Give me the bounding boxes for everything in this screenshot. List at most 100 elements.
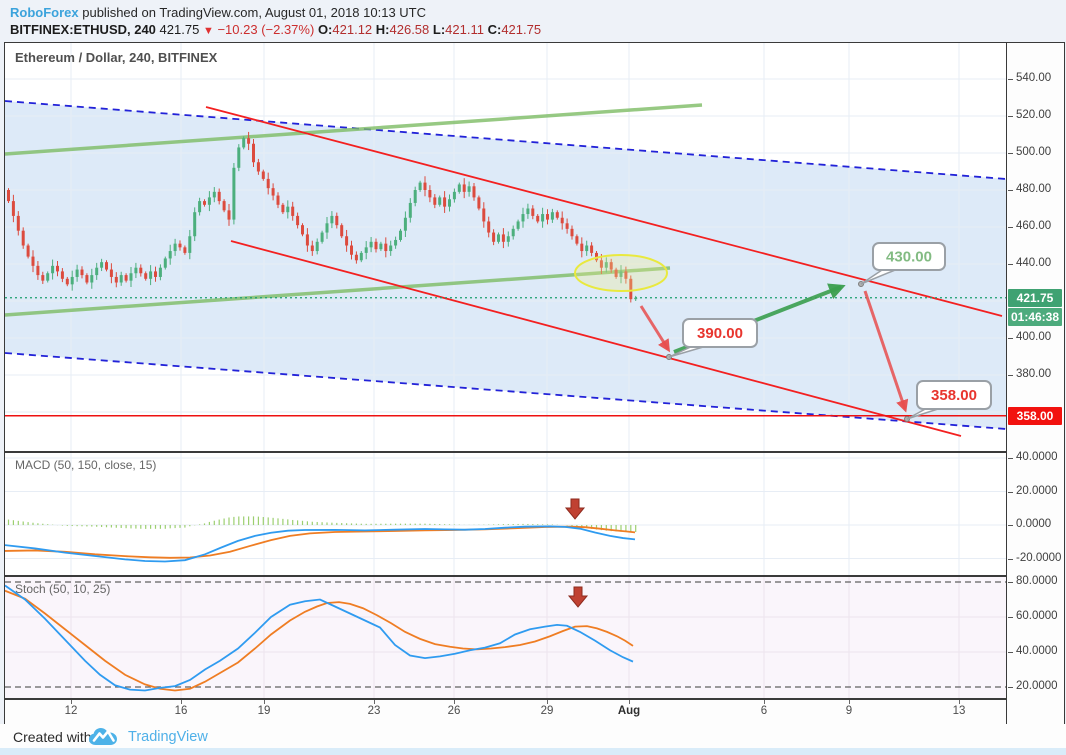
candle-body	[134, 267, 138, 274]
price-axis[interactable]: 540.00 520.00 500.00 480.00 460.00 440.00 400.…	[1007, 43, 1064, 725]
red-bottom	[230, 240, 962, 437]
candle-body	[100, 262, 104, 268]
candle-body	[428, 190, 432, 198]
candle-body	[546, 214, 549, 220]
time-tick	[547, 700, 548, 704]
pane-separator[interactable]	[5, 451, 1064, 453]
candle-body	[624, 271, 628, 279]
high-value: 426.58	[389, 22, 430, 37]
candle-body	[462, 184, 466, 192]
price-callout: 430.00	[860, 242, 946, 285]
candle-body	[315, 241, 319, 252]
candle-body	[56, 265, 59, 272]
candle-body	[457, 184, 461, 192]
candle-body	[384, 243, 388, 252]
candle-body	[163, 258, 167, 268]
candle-body	[438, 197, 442, 205]
candle-body	[516, 221, 520, 229]
price-change: −10.23 (−2.37%)	[217, 22, 315, 37]
candle-body	[281, 204, 285, 213]
pane-separator[interactable]	[5, 575, 1064, 577]
low-value: 421.11	[445, 22, 484, 37]
price-tick-label: 480.00	[1016, 183, 1052, 195]
price-pane[interactable]: Ethereum / Dollar, 240, BITFINEX 390.00 4…	[5, 43, 1006, 451]
candle-body	[394, 239, 398, 246]
stoch-pane[interactable]: Stoch (50, 10, 25)	[5, 577, 1006, 698]
svg-text:358.00: 358.00	[931, 387, 977, 404]
candle-body	[193, 212, 197, 237]
price-chart-canvas[interactable]: 390.00 430.00 358.00	[5, 43, 1006, 451]
candle-body	[217, 191, 221, 202]
candle-body	[158, 267, 162, 277]
candle-body	[389, 245, 393, 252]
candle-body	[482, 208, 486, 222]
axis-tick	[1008, 582, 1013, 583]
bar-countdown-label[interactable]: 01:46:38	[1008, 307, 1062, 326]
footer: Created with TradingView	[0, 724, 1066, 748]
candle-body	[51, 265, 55, 274]
price-tick-label: 520.00	[1016, 109, 1052, 121]
candle-body	[492, 232, 496, 242]
candle-body	[232, 167, 236, 220]
candle-body	[70, 276, 74, 285]
stoch-tick-label: 80.0000	[1016, 575, 1058, 587]
candle-body	[330, 215, 334, 224]
macd-pane[interactable]: MACD (50, 150, close, 15)	[5, 453, 1006, 575]
stoch-canvas[interactable]	[5, 577, 1006, 698]
candle-body	[16, 215, 20, 231]
macd-tick-label: 40.0000	[1016, 451, 1058, 463]
candle-body	[555, 212, 559, 218]
axis-tick	[1008, 375, 1013, 376]
chart-title: Ethereum / Dollar, 240, BITFINEX	[15, 50, 218, 65]
last-price-label[interactable]: 421.75	[1008, 288, 1062, 307]
candle-body	[531, 208, 535, 216]
candle-body	[614, 269, 618, 277]
price-tick-label: 400.00	[1016, 331, 1052, 343]
time-tick	[454, 700, 455, 704]
candle-body	[501, 234, 505, 242]
candle-body	[183, 247, 187, 253]
price-tick-label: 540.00	[1016, 72, 1052, 84]
alert-level-label[interactable]: 358.00	[1008, 406, 1062, 425]
candle-body	[129, 273, 133, 281]
candle-body	[109, 269, 113, 277]
candle-body	[497, 234, 500, 242]
down-arrow-marker	[567, 586, 589, 608]
candle-body	[60, 271, 64, 279]
axis-tick	[1008, 617, 1013, 618]
candle-body	[41, 275, 45, 281]
candle-body	[21, 230, 25, 246]
candle-body	[511, 228, 515, 237]
axis-tick	[1008, 687, 1013, 688]
candle-body	[433, 197, 437, 205]
candle-body	[271, 188, 275, 196]
high-label: H:	[375, 22, 390, 37]
candle-body	[565, 223, 569, 229]
stoch-d-line	[5, 589, 634, 692]
candle-body	[178, 243, 182, 248]
candle-body	[305, 234, 309, 246]
candle-body	[423, 182, 427, 190]
candle-body	[374, 241, 378, 250]
candle-body	[242, 138, 246, 148]
macd-canvas[interactable]	[5, 453, 1006, 575]
publisher-brand: RoboForex	[10, 5, 79, 20]
axis-tick	[1008, 558, 1013, 560]
time-axis[interactable]: 12 16 19 23 26 29 Aug 6 9 13	[5, 700, 1006, 725]
candle-body	[403, 217, 407, 231]
time-tick-label: 29	[540, 705, 554, 717]
candle-body	[629, 278, 633, 300]
candle-body	[408, 202, 412, 218]
candle-body	[119, 275, 123, 283]
tradingview-brand[interactable]: TradingView	[128, 729, 208, 745]
time-tick	[181, 700, 182, 704]
candle-body	[247, 138, 251, 144]
stoch-tick-label: 60.0000	[1016, 610, 1058, 622]
bottom-band	[0, 748, 1066, 755]
candle-body	[310, 245, 314, 252]
candle-body	[413, 190, 417, 203]
pane-separator[interactable]	[5, 698, 1064, 700]
candle-body	[399, 230, 402, 240]
macd-tick-label: -20.0000	[1016, 551, 1062, 564]
